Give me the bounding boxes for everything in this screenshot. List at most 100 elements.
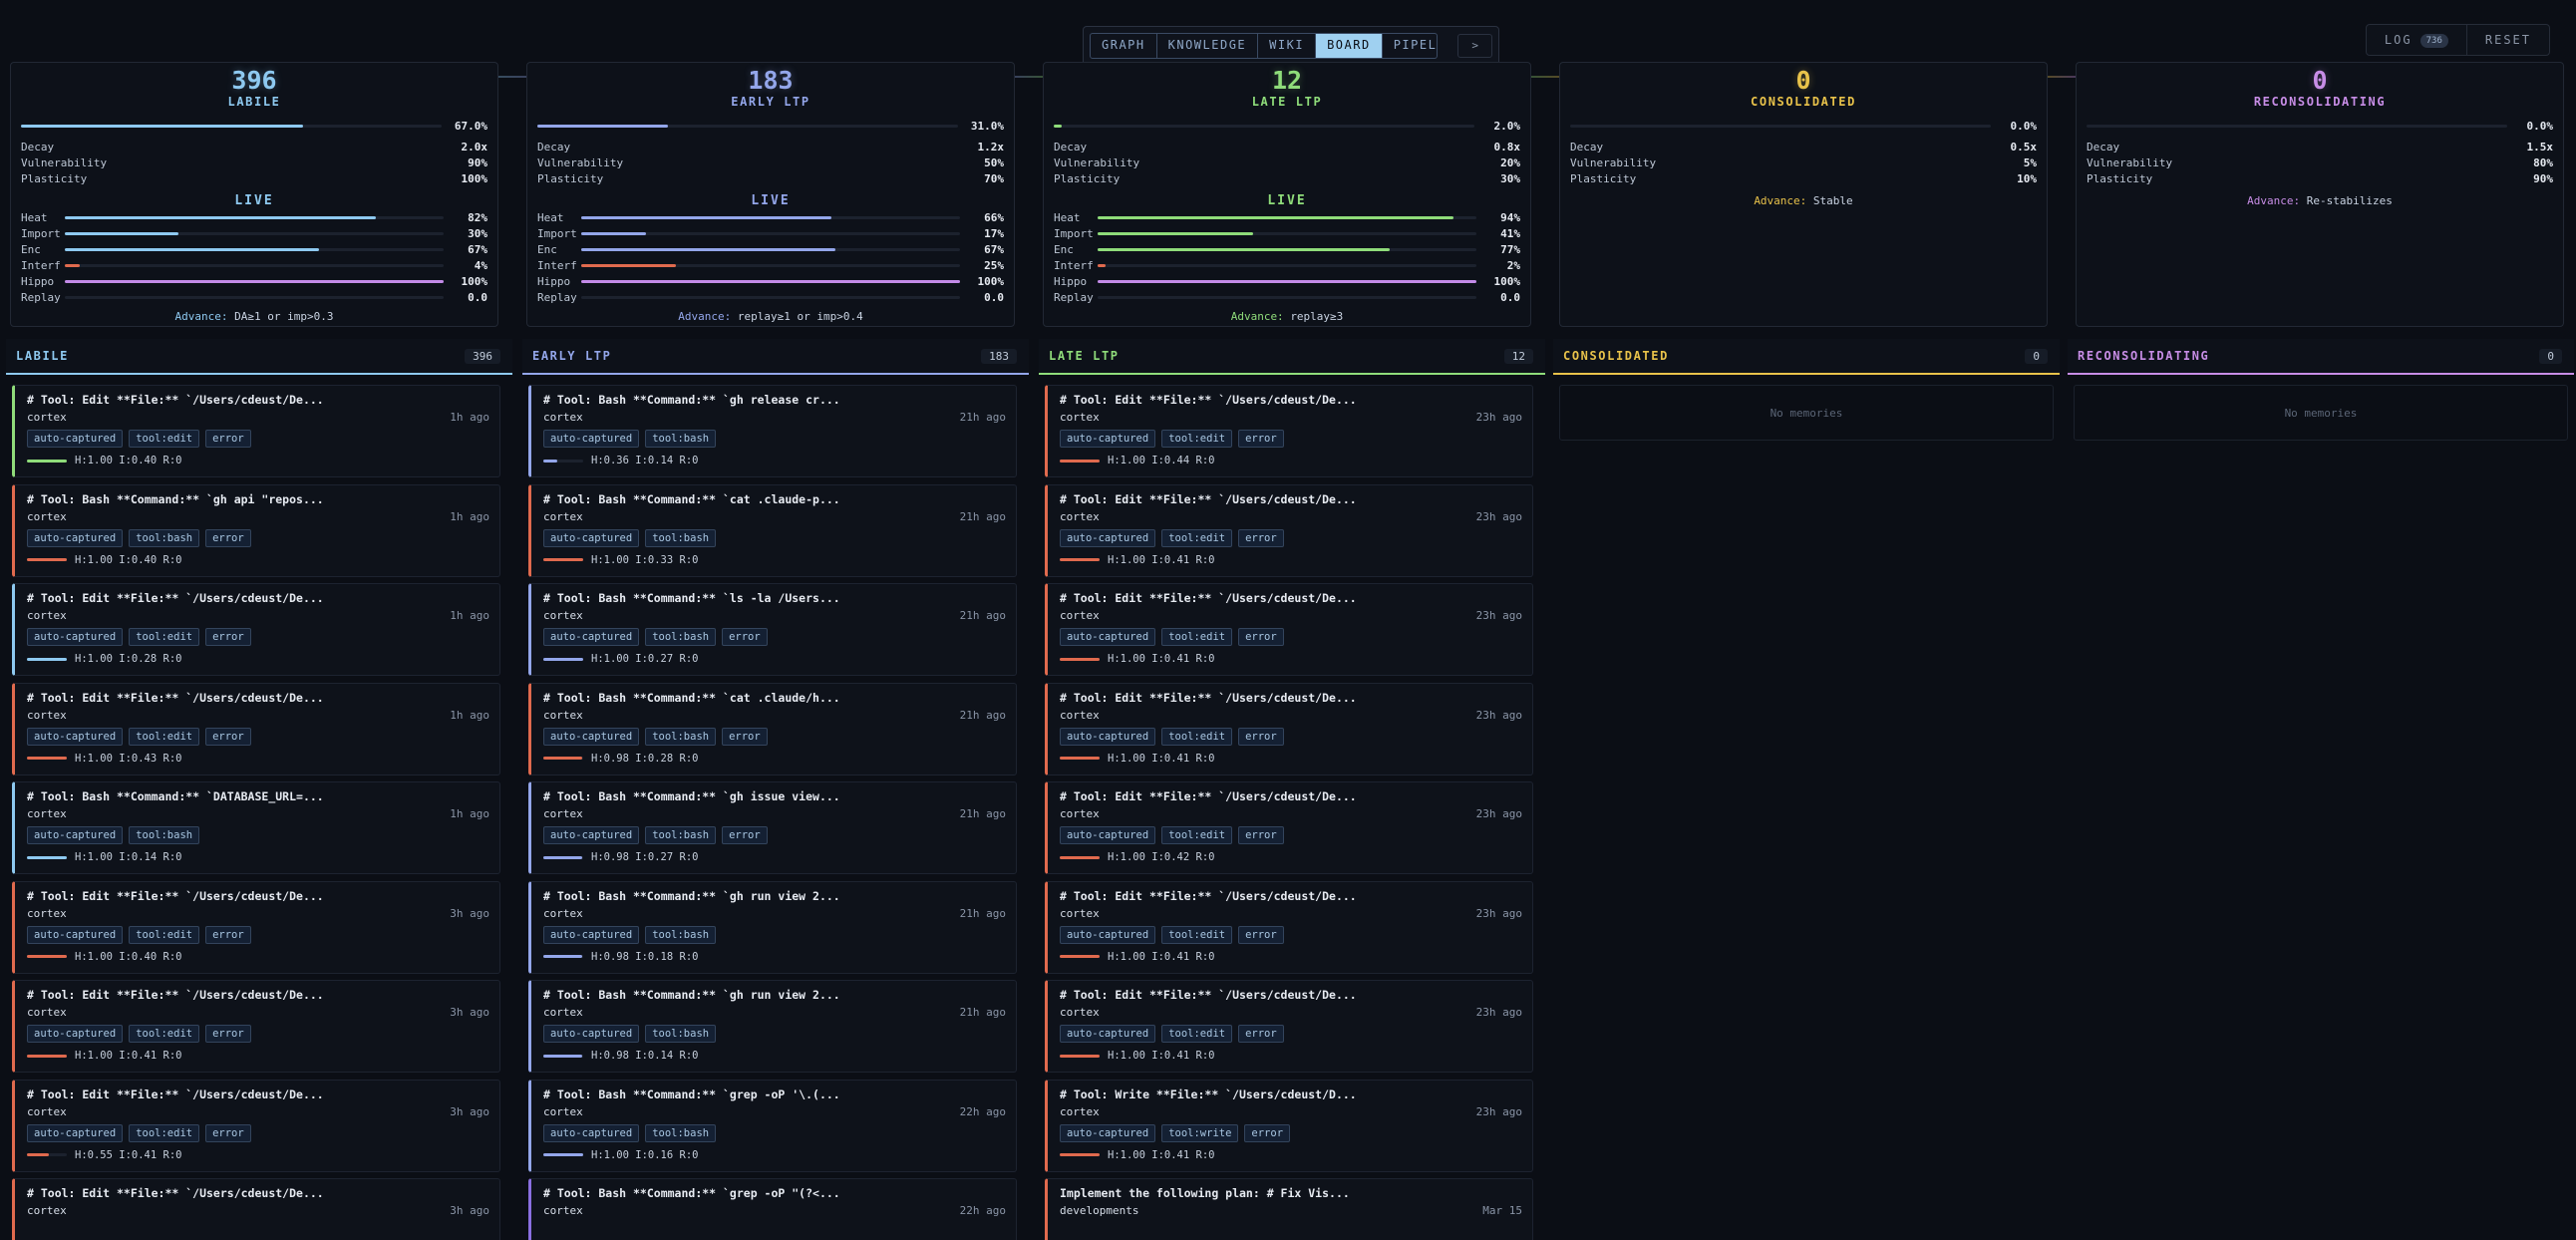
memory-card[interactable]: # Tool: Edit **File:** `/Users/cdeust/De…: [12, 682, 500, 775]
tag-auto-captured[interactable]: auto-captured: [1060, 925, 1156, 944]
tag-tool-edit[interactable]: tool:edit: [129, 925, 200, 944]
tab-wiki[interactable]: WIKI: [1258, 34, 1317, 58]
memory-card[interactable]: # Tool: Edit **File:** `/Users/cdeust/De…: [1045, 483, 1533, 577]
tag-error[interactable]: error: [205, 925, 251, 944]
tag-error[interactable]: error: [205, 628, 251, 646]
tag-error[interactable]: error: [1238, 528, 1284, 547]
tag-auto-captured[interactable]: auto-captured: [543, 826, 640, 844]
tab-board[interactable]: BOARD: [1316, 34, 1383, 58]
memory-card[interactable]: # Tool: Edit **File:** `/Users/cdeust/De…: [1045, 781, 1533, 874]
tag-tool-edit[interactable]: tool:edit: [1161, 528, 1233, 547]
tag-error[interactable]: error: [722, 727, 768, 746]
tag-tool-edit[interactable]: tool:edit: [1161, 1025, 1233, 1043]
tag-auto-captured[interactable]: auto-captured: [1060, 1025, 1156, 1043]
tag-auto-captured[interactable]: auto-captured: [543, 430, 640, 448]
tag-error[interactable]: error: [1244, 1123, 1291, 1142]
tag-error[interactable]: error: [722, 826, 768, 844]
tag-error[interactable]: error: [722, 628, 768, 646]
tag-auto-captured[interactable]: auto-captured: [27, 727, 124, 746]
memory-card[interactable]: # Tool: Bash **Command:** `gh run view 2…: [528, 880, 1017, 974]
tag-tool-edit[interactable]: tool:edit: [1161, 430, 1233, 448]
tag-error[interactable]: error: [1238, 826, 1284, 844]
tag-auto-captured[interactable]: auto-captured: [1060, 628, 1156, 646]
tag-tool-edit[interactable]: tool:edit: [129, 1025, 200, 1043]
memory-card[interactable]: # Tool: Write **File:** `/Users/cdeust/D…: [1045, 1079, 1533, 1172]
log-button[interactable]: LOG 736: [2367, 25, 2466, 55]
tag-error[interactable]: error: [1238, 1025, 1284, 1043]
tag-tool-write[interactable]: tool:write: [1161, 1123, 1239, 1142]
memory-card[interactable]: # Tool: Edit **File:** `/Users/cdeust/De…: [12, 1178, 500, 1240]
memory-card[interactable]: Implement the following plan: # Fix Vis.…: [1045, 1178, 1533, 1240]
tag-tool-edit[interactable]: tool:edit: [129, 727, 200, 746]
tag-error[interactable]: error: [205, 430, 251, 448]
tag-auto-captured[interactable]: auto-captured: [27, 826, 124, 844]
memory-card[interactable]: # Tool: Edit **File:** `/Users/cdeust/De…: [12, 583, 500, 676]
tag-tool-bash[interactable]: tool:bash: [645, 1123, 717, 1142]
memory-card[interactable]: # Tool: Bash **Command:** `gh run view 2…: [528, 980, 1017, 1073]
memory-card[interactable]: # Tool: Bash **Command:** `gh issue view…: [528, 781, 1017, 874]
tag-error[interactable]: error: [205, 1025, 251, 1043]
memory-card[interactable]: # Tool: Bash **Command:** `DATABASE_URL=…: [12, 781, 500, 874]
tag-auto-captured[interactable]: auto-captured: [27, 925, 124, 944]
nav-more-button[interactable]: >: [1457, 34, 1492, 58]
tag-tool-bash[interactable]: tool:bash: [645, 1025, 717, 1043]
reset-button[interactable]: RESET: [2465, 25, 2549, 55]
tag-tool-edit[interactable]: tool:edit: [129, 430, 200, 448]
memory-card[interactable]: # Tool: Edit **File:** `/Users/cdeust/De…: [1045, 682, 1533, 775]
memory-card[interactable]: # Tool: Edit **File:** `/Users/cdeust/De…: [12, 385, 500, 477]
tag-tool-edit[interactable]: tool:edit: [1161, 628, 1233, 646]
memory-card[interactable]: # Tool: Edit **File:** `/Users/cdeust/De…: [12, 880, 500, 974]
memory-card[interactable]: # Tool: Edit **File:** `/Users/cdeust/De…: [1045, 583, 1533, 676]
memory-card[interactable]: # Tool: Bash **Command:** `grep -oP '\.(…: [528, 1079, 1017, 1172]
tag-tool-edit[interactable]: tool:edit: [129, 1123, 200, 1142]
tag-tool-bash[interactable]: tool:bash: [645, 628, 717, 646]
tab-knowledge[interactable]: KNOWLEDGE: [1157, 34, 1259, 58]
tag-auto-captured[interactable]: auto-captured: [27, 430, 124, 448]
tag-auto-captured[interactable]: auto-captured: [27, 628, 124, 646]
tag-auto-captured[interactable]: auto-captured: [1060, 826, 1156, 844]
memory-card[interactable]: # Tool: Edit **File:** `/Users/cdeust/De…: [12, 1079, 500, 1172]
memory-card[interactable]: # Tool: Bash **Command:** `gh api "repos…: [12, 483, 500, 577]
tag-tool-edit[interactable]: tool:edit: [1161, 925, 1233, 944]
tag-tool-bash[interactable]: tool:bash: [645, 528, 717, 547]
tag-error[interactable]: error: [1238, 925, 1284, 944]
tag-tool-edit[interactable]: tool:edit: [129, 628, 200, 646]
tag-auto-captured[interactable]: auto-captured: [1060, 727, 1156, 746]
tab-graph[interactable]: GRAPH: [1091, 34, 1157, 58]
memory-card[interactable]: # Tool: Edit **File:** `/Users/cdeust/De…: [12, 980, 500, 1073]
memory-card[interactable]: # Tool: Bash **Command:** `ls -la /Users…: [528, 583, 1017, 676]
tag-auto-captured[interactable]: auto-captured: [543, 1025, 640, 1043]
tab-pipeline[interactable]: PIPELINE: [1393, 38, 1438, 52]
tag-error[interactable]: error: [1238, 727, 1284, 746]
tag-auto-captured[interactable]: auto-captured: [27, 528, 124, 547]
tag-tool-edit[interactable]: tool:edit: [1161, 826, 1233, 844]
memory-card[interactable]: # Tool: Edit **File:** `/Users/cdeust/De…: [1045, 980, 1533, 1073]
tag-auto-captured[interactable]: auto-captured: [1060, 1123, 1156, 1142]
tag-error[interactable]: error: [1238, 628, 1284, 646]
tag-auto-captured[interactable]: auto-captured: [543, 1123, 640, 1142]
memory-card[interactable]: # Tool: Bash **Command:** `gh release cr…: [528, 385, 1017, 477]
tag-auto-captured[interactable]: auto-captured: [1060, 430, 1156, 448]
tag-auto-captured[interactable]: auto-captured: [27, 1025, 124, 1043]
tag-auto-captured[interactable]: auto-captured: [543, 628, 640, 646]
tag-auto-captured[interactable]: auto-captured: [543, 528, 640, 547]
tag-auto-captured[interactable]: auto-captured: [27, 1123, 124, 1142]
tag-tool-bash[interactable]: tool:bash: [129, 826, 200, 844]
memory-card[interactable]: # Tool: Edit **File:** `/Users/cdeust/De…: [1045, 880, 1533, 974]
tag-error[interactable]: error: [205, 1123, 251, 1142]
tag-tool-bash[interactable]: tool:bash: [645, 925, 717, 944]
tag-error[interactable]: error: [1238, 430, 1284, 448]
memory-card[interactable]: # Tool: Edit **File:** `/Users/cdeust/De…: [1045, 385, 1533, 477]
tag-tool-bash[interactable]: tool:bash: [645, 826, 717, 844]
tag-tool-bash[interactable]: tool:bash: [645, 727, 717, 746]
memory-card[interactable]: # Tool: Bash **Command:** `grep -oP "(?<…: [528, 1178, 1017, 1240]
tag-auto-captured[interactable]: auto-captured: [1060, 528, 1156, 547]
memory-card[interactable]: # Tool: Bash **Command:** `cat .claude/h…: [528, 682, 1017, 775]
tag-auto-captured[interactable]: auto-captured: [543, 727, 640, 746]
tag-tool-bash[interactable]: tool:bash: [129, 528, 200, 547]
tag-auto-captured[interactable]: auto-captured: [543, 925, 640, 944]
tag-tool-edit[interactable]: tool:edit: [1161, 727, 1233, 746]
tag-error[interactable]: error: [205, 727, 251, 746]
memory-card[interactable]: # Tool: Bash **Command:** `cat .claude-p…: [528, 483, 1017, 577]
tag-tool-bash[interactable]: tool:bash: [645, 430, 717, 448]
